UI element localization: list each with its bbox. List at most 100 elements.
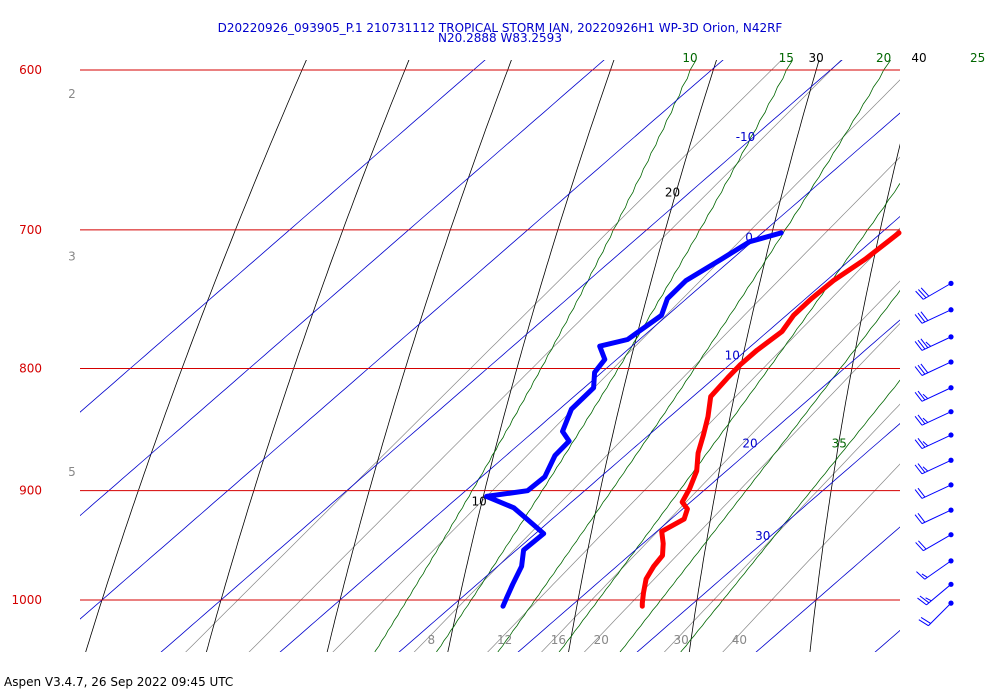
mixing-ratio-line bbox=[583, 323, 900, 652]
dry-adiabat-label: 30 bbox=[809, 51, 824, 65]
moist-adiabat-label: 10 bbox=[682, 51, 697, 65]
mixing-ratio-line bbox=[487, 227, 900, 652]
wind-barb-staff bbox=[923, 534, 952, 552]
dry-adiabat-line bbox=[447, 60, 615, 652]
moist-adiabat-label: 15 bbox=[779, 51, 794, 65]
dry-adiabat-line bbox=[568, 60, 717, 652]
wind-barb-half-feather bbox=[925, 597, 932, 602]
moist-adiabat-line bbox=[680, 379, 900, 652]
isotherm-line bbox=[755, 526, 900, 652]
mixing-ratio-line bbox=[413, 156, 900, 652]
wind-barb-full-feather bbox=[917, 463, 926, 473]
moist-adiabat-line bbox=[558, 182, 900, 652]
wind-barb-full-feather bbox=[915, 290, 924, 300]
moist-adiabat-line bbox=[436, 60, 793, 652]
wind-barb-full-feather bbox=[914, 514, 923, 524]
wind-barb-full-feather bbox=[917, 390, 926, 401]
wind-barb-staff bbox=[924, 560, 952, 580]
dry-adiabat-line bbox=[326, 60, 512, 652]
mixing-ratio-line bbox=[541, 280, 900, 652]
wind-barb-full-feather bbox=[914, 415, 923, 426]
wind-barb-staff bbox=[921, 509, 952, 525]
wind-barb-staff bbox=[926, 583, 952, 606]
mixing-ratio-line bbox=[332, 79, 900, 652]
mixing-ratio-line bbox=[663, 403, 900, 652]
isobar-label: 1000 bbox=[11, 593, 42, 607]
wind-barb-staff bbox=[923, 282, 952, 300]
wind-barb-full-feather bbox=[920, 287, 930, 297]
wind-barb-staff bbox=[921, 361, 952, 376]
wind-barb-full-feather bbox=[917, 437, 926, 448]
moist-adiabat-label: 35 bbox=[832, 437, 847, 451]
wind-barb bbox=[914, 385, 954, 402]
isobar-label: 800 bbox=[19, 361, 42, 375]
wind-barb bbox=[915, 532, 954, 552]
wind-barb-full-feather bbox=[919, 595, 930, 604]
isobar-label: 900 bbox=[19, 484, 42, 498]
wind-barb bbox=[918, 600, 954, 627]
wind-barb-full-feather bbox=[914, 341, 923, 351]
mixing-ratio-line bbox=[248, 60, 842, 652]
temperature-trace bbox=[639, 230, 902, 609]
wind-barb-full-feather bbox=[918, 540, 927, 550]
isotherm-line bbox=[160, 60, 843, 652]
wind-barb-full-feather bbox=[917, 513, 926, 523]
wind-barb bbox=[917, 581, 954, 606]
mixing-ratio-label: 5 bbox=[68, 465, 76, 479]
wind-barb-full-feather bbox=[914, 392, 923, 402]
wind-barb bbox=[914, 334, 954, 351]
wind-barb-half-feather bbox=[922, 393, 929, 399]
isotherm-line bbox=[279, 112, 900, 652]
mixing-ratio-label: 20 bbox=[594, 633, 609, 647]
dry-adiabat-line bbox=[688, 60, 820, 652]
moist-adiabat-line bbox=[619, 289, 900, 652]
wind-barb-staff bbox=[921, 387, 952, 402]
dry-adiabat-line bbox=[85, 60, 307, 652]
wind-barb bbox=[914, 432, 954, 450]
mixing-ratio-line bbox=[722, 463, 900, 652]
dry-adiabat-label: 40 bbox=[911, 51, 926, 65]
wind-barb-half-feather bbox=[922, 417, 929, 423]
wind-barb-staff bbox=[928, 602, 952, 627]
wind-barb-full-feather bbox=[917, 597, 927, 606]
wind-barb-full-feather bbox=[914, 489, 923, 499]
wind-barb-half-feather bbox=[922, 441, 929, 447]
moist-adiabat-line bbox=[497, 60, 891, 652]
isotherm-line bbox=[80, 60, 724, 620]
mixing-ratio-label: 2 bbox=[68, 87, 76, 101]
wind-barb bbox=[915, 280, 954, 300]
moist-adiabat-line bbox=[374, 60, 697, 652]
mixing-ratio-label: 12 bbox=[497, 633, 512, 647]
wind-barb-full-feather bbox=[920, 617, 931, 624]
mixing-ratio-label: 3 bbox=[68, 249, 76, 263]
wind-barb-full-feather bbox=[917, 414, 926, 425]
wind-barb-full-feather bbox=[920, 311, 929, 321]
dry-adiabat-label: 20 bbox=[665, 185, 680, 199]
isotherm-label: 30 bbox=[755, 529, 770, 543]
isotherm-line bbox=[636, 422, 900, 652]
wind-barb-full-feather bbox=[915, 542, 924, 552]
wind-barb-full-feather bbox=[917, 339, 926, 350]
chart-subtitle: N20.2888 W83.2593 bbox=[438, 31, 562, 45]
isobar-label: 600 bbox=[19, 63, 42, 77]
wind-barb-full-feather bbox=[917, 487, 926, 498]
wind-barb-full-feather bbox=[914, 439, 923, 449]
mixing-ratio-label: 40 bbox=[732, 633, 747, 647]
mixing-ratio-line bbox=[185, 60, 783, 652]
wind-barb bbox=[914, 482, 954, 499]
wind-barb-full-feather bbox=[918, 289, 927, 299]
wind-barb-staff bbox=[921, 411, 952, 426]
chart-title: D20220926_093905_P.1 210731112 TROPICAL … bbox=[217, 21, 783, 35]
wind-barb-half-feather bbox=[922, 466, 929, 472]
wind-barb bbox=[914, 359, 954, 376]
isotherm-line bbox=[80, 60, 486, 413]
wind-barb-staff bbox=[921, 484, 952, 499]
wind-barb-full-feather bbox=[920, 363, 929, 374]
wind-barb-full-feather bbox=[918, 619, 929, 627]
dewpoint-trace bbox=[484, 230, 784, 609]
isotherm-line bbox=[517, 319, 900, 652]
wind-barb-full-feather bbox=[914, 366, 923, 376]
